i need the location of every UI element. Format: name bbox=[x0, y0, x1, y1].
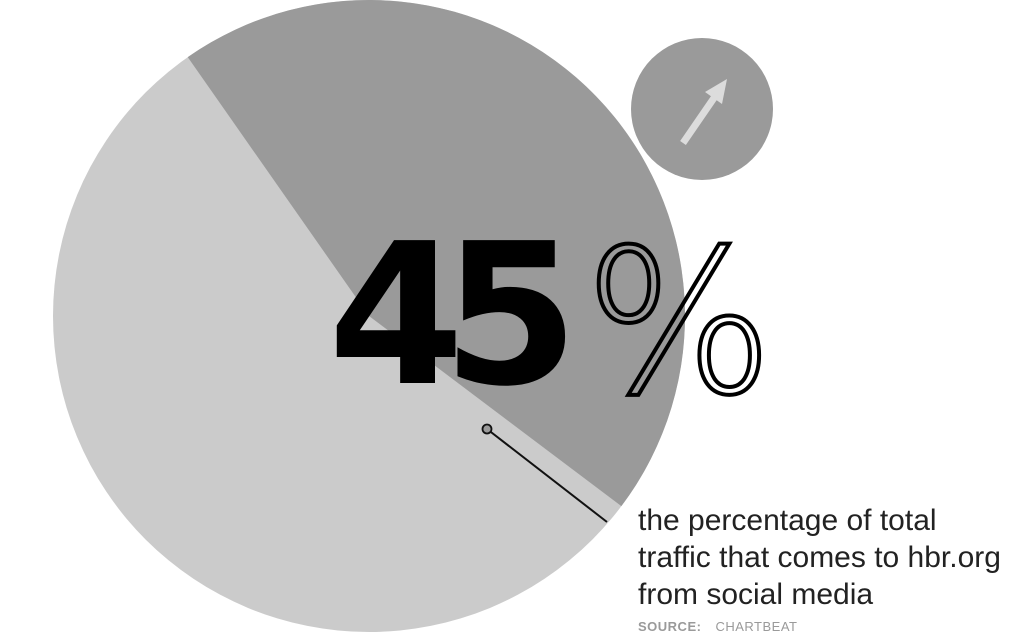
caption-line-2: traffic that comes to hbr.org bbox=[638, 541, 1001, 574]
trend-badge-circle bbox=[631, 38, 773, 180]
caption-line-3: from social media bbox=[638, 578, 874, 611]
callout-marker bbox=[481, 423, 493, 435]
arrow-up-right-icon bbox=[680, 79, 727, 145]
caption-line-1: the percentage of total bbox=[638, 504, 937, 537]
callout-leader-line bbox=[486, 428, 608, 523]
headline-number: 45 bbox=[328, 202, 579, 430]
headline-unit: % bbox=[582, 207, 776, 440]
source-value: CHARTBEAT bbox=[715, 619, 798, 634]
source-label: SOURCE: bbox=[638, 619, 702, 634]
pie-slice-highlight bbox=[187, 0, 685, 507]
trend-badge bbox=[631, 38, 773, 180]
caption: the percentage of total traffic that com… bbox=[638, 502, 1018, 613]
source-note: SOURCE: CHARTBEAT bbox=[638, 619, 797, 635]
